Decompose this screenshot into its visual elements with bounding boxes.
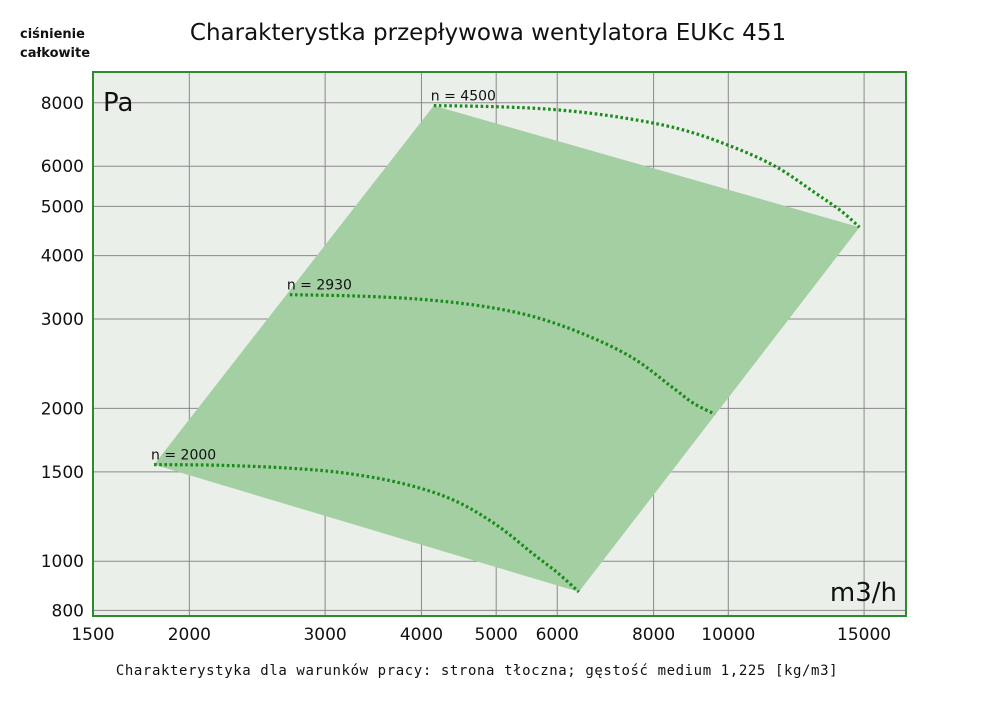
y-axis-label: ciśnienie całkowite [20, 27, 90, 61]
x-tick-label: 5000 [475, 625, 518, 645]
y-tick-label: 5000 [41, 197, 84, 217]
x-tick-label: 6000 [536, 625, 579, 645]
curve-0 [154, 463, 580, 594]
operating-area [154, 105, 860, 592]
x-tick-label: 15000 [837, 625, 891, 645]
y-tick-label: 8000 [41, 94, 84, 114]
curve-label-2: n = 4500 [431, 89, 496, 105]
x-tick-label: 4000 [400, 625, 443, 645]
plot-frame [92, 71, 907, 617]
x-tick-label: 2000 [168, 625, 211, 645]
y-tick-labels: 800 1000 1500 2000 3000 4000 5000 6000 8000 [41, 94, 84, 622]
curve-label-1: n = 2930 [287, 278, 352, 294]
x-tick-label: 3000 [303, 625, 346, 645]
y-tick-label: 3000 [41, 310, 84, 330]
y-unit-label: Pa [103, 88, 133, 118]
y-tick-label: 1500 [41, 463, 84, 483]
y-tick-label: 6000 [41, 157, 84, 177]
footnote: Charakterystyka dla warunków pracy: stro… [116, 663, 838, 679]
curve-label-0: n = 2000 [151, 448, 216, 464]
curves: n = 2000 n = 2930 n = 4500 [151, 89, 861, 594]
y-tick-label: 4000 [41, 247, 84, 267]
y-tick-label: 1000 [41, 552, 84, 572]
chart-title: Charakterystka przepływowa wentylatora E… [190, 20, 786, 46]
y-tick-label: 800 [52, 601, 84, 621]
x-tick-label: 10000 [701, 625, 755, 645]
x-tick-label: 8000 [632, 625, 675, 645]
y-tick-label: 2000 [41, 399, 84, 419]
x-tick-labels: 1500 2000 3000 4000 5000 6000 8000 10000 15000 [71, 625, 891, 645]
curve-2 [433, 103, 861, 229]
x-unit-label: m3/h [830, 578, 897, 608]
curve-1 [289, 293, 716, 416]
x-tick-label: 1500 [71, 625, 114, 645]
